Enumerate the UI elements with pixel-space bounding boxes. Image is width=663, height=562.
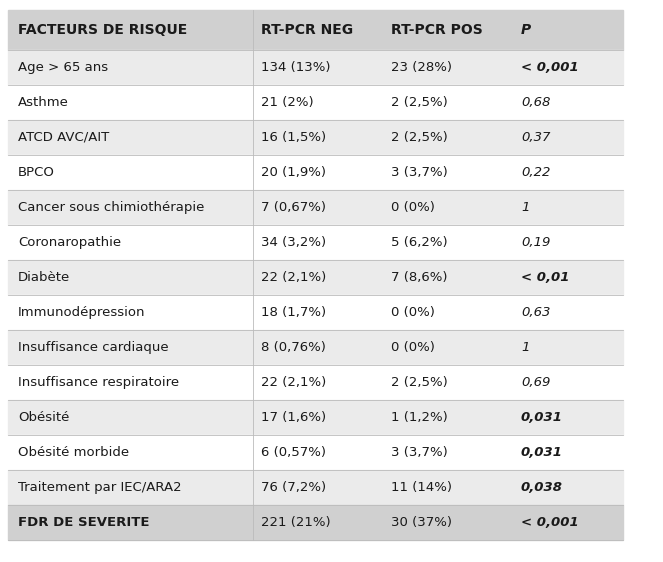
Text: 221 (21%): 221 (21%): [261, 516, 331, 529]
Bar: [8, 435, 623, 470]
Text: 0,37: 0,37: [521, 131, 550, 144]
Bar: [8, 85, 623, 120]
Text: 17 (1,6%): 17 (1,6%): [261, 411, 326, 424]
Bar: [8, 365, 623, 400]
Text: Coronaropathie: Coronaropathie: [18, 236, 121, 249]
Text: 76 (7,2%): 76 (7,2%): [261, 481, 326, 494]
Text: 0,031: 0,031: [521, 411, 563, 424]
Text: 11 (14%): 11 (14%): [391, 481, 452, 494]
Text: 21 (2%): 21 (2%): [261, 96, 314, 109]
Text: 23 (28%): 23 (28%): [391, 61, 452, 74]
Text: 0,031: 0,031: [521, 446, 563, 459]
Text: BPCO: BPCO: [18, 166, 55, 179]
Text: 0,68: 0,68: [521, 96, 550, 109]
Text: FACTEURS DE RISQUE: FACTEURS DE RISQUE: [18, 23, 187, 37]
Text: 1: 1: [521, 341, 529, 354]
Text: 2 (2,5%): 2 (2,5%): [391, 376, 448, 389]
Text: RT-PCR NEG: RT-PCR NEG: [261, 23, 353, 37]
Text: 0 (0%): 0 (0%): [391, 341, 435, 354]
Text: Insuffisance cardiaque: Insuffisance cardiaque: [18, 341, 168, 354]
Bar: [8, 505, 623, 540]
Bar: [8, 470, 623, 505]
Text: 0 (0%): 0 (0%): [391, 306, 435, 319]
Text: 1 (1,2%): 1 (1,2%): [391, 411, 448, 424]
Text: 0,038: 0,038: [521, 481, 563, 494]
Text: < 0,001: < 0,001: [521, 61, 579, 74]
Text: 0,63: 0,63: [521, 306, 550, 319]
Bar: [8, 330, 623, 365]
Text: 8 (0,76%): 8 (0,76%): [261, 341, 326, 354]
Text: 6 (0,57%): 6 (0,57%): [261, 446, 326, 459]
Text: 0,22: 0,22: [521, 166, 550, 179]
Text: Cancer sous chimiothérapie: Cancer sous chimiothérapie: [18, 201, 204, 214]
Bar: [8, 295, 623, 330]
Text: Obésité: Obésité: [18, 411, 70, 424]
Text: 22 (2,1%): 22 (2,1%): [261, 271, 326, 284]
Text: 3 (3,7%): 3 (3,7%): [391, 166, 448, 179]
Bar: [8, 50, 623, 85]
Text: 0 (0%): 0 (0%): [391, 201, 435, 214]
Text: FDR DE SEVERITE: FDR DE SEVERITE: [18, 516, 149, 529]
Text: Insuffisance respiratoire: Insuffisance respiratoire: [18, 376, 179, 389]
Bar: [8, 260, 623, 295]
Text: 16 (1,5%): 16 (1,5%): [261, 131, 326, 144]
Text: Diabète: Diabète: [18, 271, 70, 284]
Text: < 0,001: < 0,001: [521, 516, 579, 529]
Text: RT-PCR POS: RT-PCR POS: [391, 23, 483, 37]
Bar: [8, 225, 623, 260]
Text: 34 (3,2%): 34 (3,2%): [261, 236, 326, 249]
Text: 1: 1: [521, 201, 529, 214]
Bar: [8, 155, 623, 190]
Text: 30 (37%): 30 (37%): [391, 516, 452, 529]
Text: 0,69: 0,69: [521, 376, 550, 389]
Text: Immunodépression: Immunodépression: [18, 306, 145, 319]
Bar: [8, 190, 623, 225]
Text: 7 (8,6%): 7 (8,6%): [391, 271, 448, 284]
Text: Asthme: Asthme: [18, 96, 69, 109]
Text: 18 (1,7%): 18 (1,7%): [261, 306, 326, 319]
Text: P: P: [521, 23, 531, 37]
Text: Age > 65 ans: Age > 65 ans: [18, 61, 108, 74]
Text: < 0,01: < 0,01: [521, 271, 570, 284]
Text: 134 (13%): 134 (13%): [261, 61, 330, 74]
Bar: [8, 400, 623, 435]
Text: 2 (2,5%): 2 (2,5%): [391, 131, 448, 144]
Text: 0,19: 0,19: [521, 236, 550, 249]
Text: 2 (2,5%): 2 (2,5%): [391, 96, 448, 109]
Bar: [8, 120, 623, 155]
Text: 20 (1,9%): 20 (1,9%): [261, 166, 326, 179]
Text: ATCD AVC/AIT: ATCD AVC/AIT: [18, 131, 109, 144]
Text: 3 (3,7%): 3 (3,7%): [391, 446, 448, 459]
Text: Obésité morbide: Obésité morbide: [18, 446, 129, 459]
Text: 22 (2,1%): 22 (2,1%): [261, 376, 326, 389]
Text: 5 (6,2%): 5 (6,2%): [391, 236, 448, 249]
Text: Traitement par IEC/ARA2: Traitement par IEC/ARA2: [18, 481, 182, 494]
Bar: [8, 10, 623, 50]
Text: 7 (0,67%): 7 (0,67%): [261, 201, 326, 214]
